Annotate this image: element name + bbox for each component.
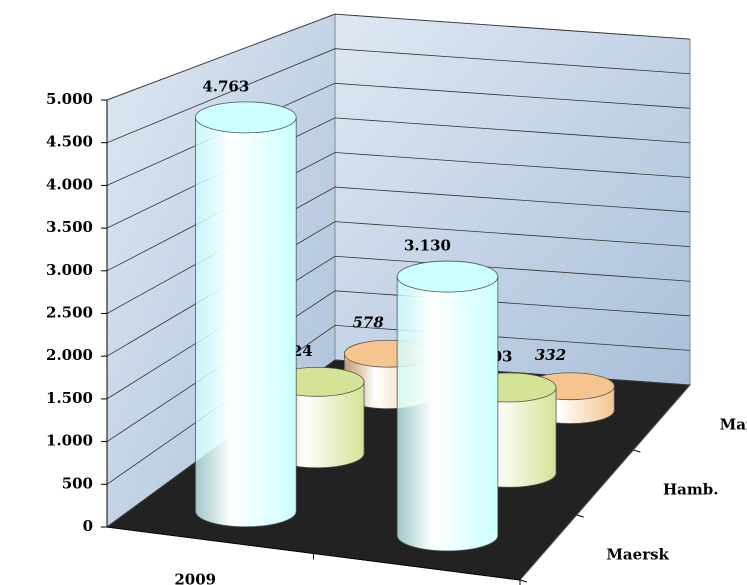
series-label: Maruba [720,416,747,434]
x-tick-label: 2009 [174,570,216,585]
grid-line [106,48,691,144]
depth-tick [633,449,641,453]
value-label: 4.763 [202,77,249,95]
bar-top [195,101,297,134]
grid-line [106,117,691,229]
series-label: Hamb. [663,481,718,499]
value-label: 3.130 [404,237,451,255]
y-tick-label: 2.000 [46,346,93,364]
y-tick-label: 500 [62,474,93,492]
grid-line [106,186,691,314]
series-label: Maersk [606,546,669,564]
grid-line [106,152,691,272]
grid-line [106,290,691,442]
value-label: 578 [353,314,385,332]
bar-top [396,260,499,293]
cylinder [195,101,297,528]
y-tick-label: 4.000 [46,175,93,193]
depth-tick [576,514,584,518]
y-tick-label: 1.000 [46,432,93,450]
y-tick-label: 1.500 [46,389,93,407]
y-tick-label: 2.500 [46,304,93,322]
grid-line [106,221,691,357]
grid-line [106,82,691,186]
y-tick-label: 5.000 [46,90,93,108]
grid-line [106,255,691,400]
y-tick-label: 0 [83,517,93,535]
y-tick-label: 3.000 [46,261,93,279]
value-label: 332 [535,346,566,364]
depth-tick [519,579,528,583]
y-tick-label: 3.500 [46,218,93,236]
y-tick-label: 4.500 [46,133,93,151]
bar [396,276,499,552]
grid-line [106,325,691,485]
bar [195,116,297,528]
grid-line [106,13,691,101]
cylinder [396,260,499,552]
